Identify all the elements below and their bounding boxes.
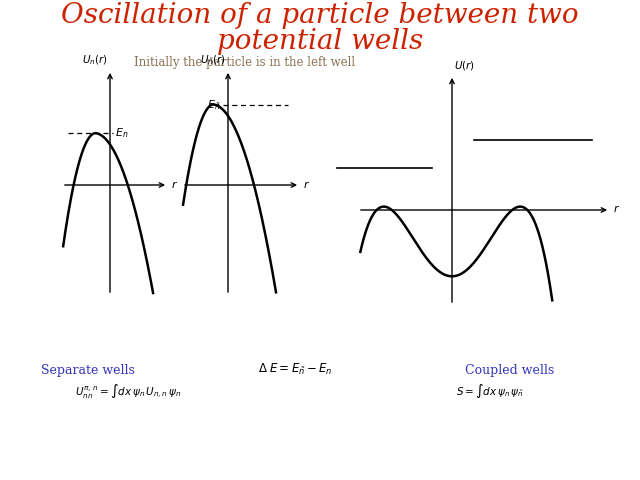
Text: $S = \int dx\,\psi_n\,\psi_{\tilde{n}}$: $S = \int dx\,\psi_n\,\psi_{\tilde{n}}$ xyxy=(456,382,524,400)
Text: $r$: $r$ xyxy=(171,179,178,190)
Text: $E_n$: $E_n$ xyxy=(115,126,129,140)
Text: $U(r)$: $U(r)$ xyxy=(454,59,475,72)
Text: Coupled wells: Coupled wells xyxy=(465,364,555,377)
Text: potential wells: potential wells xyxy=(217,28,423,55)
Text: $r$: $r$ xyxy=(613,204,620,215)
Text: Initially the particle is in the left well: Initially the particle is in the left we… xyxy=(134,56,356,69)
Text: $r$: $r$ xyxy=(303,179,310,190)
Text: $U_{nn}^{\pi,\,n} = \int dx\,\psi_n\,U_{n,n}\,\psi_n$: $U_{nn}^{\pi,\,n} = \int dx\,\psi_n\,U_{… xyxy=(75,382,181,400)
Text: Oscillation of a particle between two: Oscillation of a particle between two xyxy=(61,2,579,29)
Text: Separate wells: Separate wells xyxy=(41,364,135,377)
Text: $\Delta\;E = E_{\tilde{n}}-E_n$: $\Delta\;E = E_{\tilde{n}}-E_n$ xyxy=(258,362,332,377)
Text: $U_{\tilde{n}}(r)$: $U_{\tilde{n}}(r)$ xyxy=(200,53,226,67)
Text: $E_{\tilde{n}}$: $E_{\tilde{n}}$ xyxy=(207,98,221,112)
Text: $U_n(r)$: $U_n(r)$ xyxy=(82,53,108,67)
